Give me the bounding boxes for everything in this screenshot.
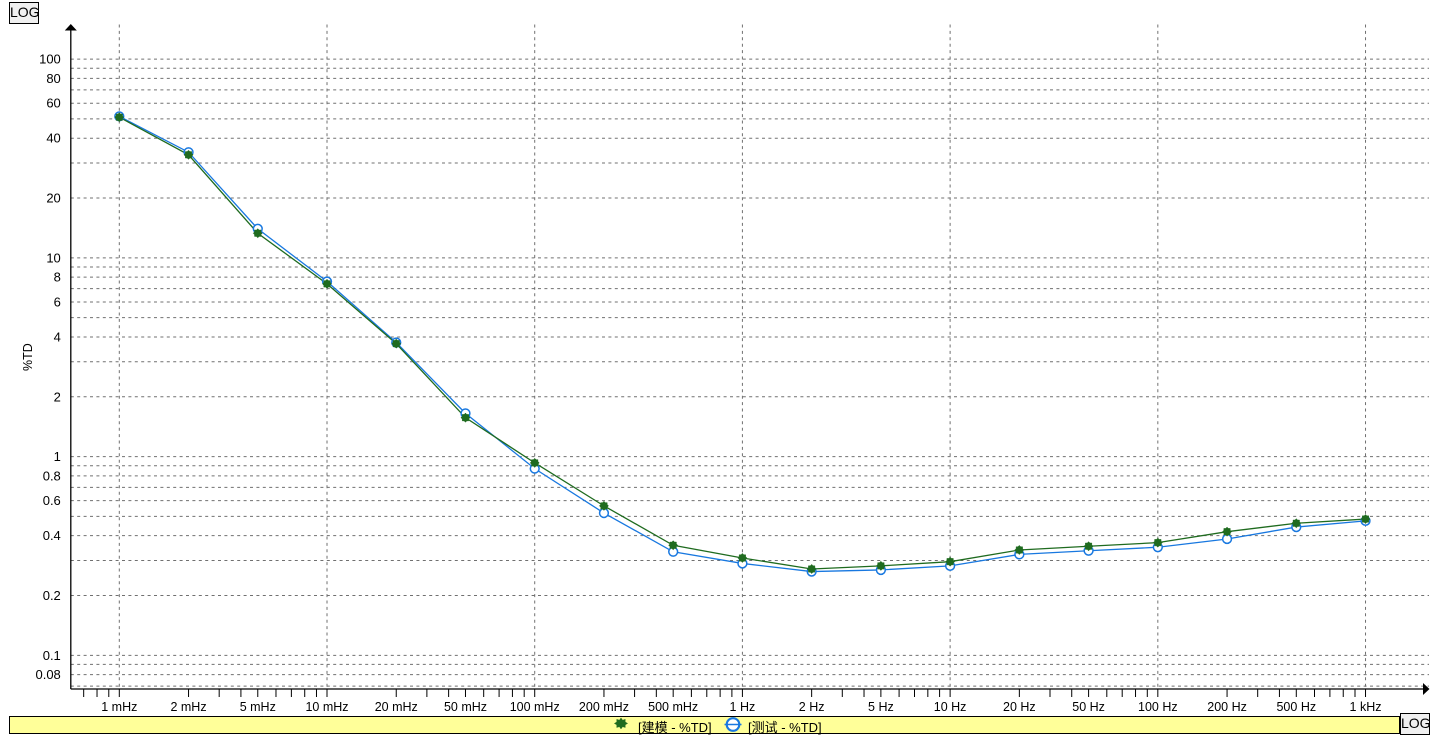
svg-text:0.8: 0.8 xyxy=(43,468,61,483)
svg-text:1 Hz: 1 Hz xyxy=(730,700,756,714)
svg-text:500 mHz: 500 mHz xyxy=(648,700,698,714)
svg-text:8: 8 xyxy=(54,270,61,285)
svg-text:1 mHz: 1 mHz xyxy=(101,700,137,714)
svg-text:20 mHz: 20 mHz xyxy=(375,700,418,714)
svg-text:0.4: 0.4 xyxy=(43,528,61,543)
svg-text:50 Hz: 50 Hz xyxy=(1072,700,1105,714)
svg-text:20: 20 xyxy=(46,191,60,206)
svg-text:0.1: 0.1 xyxy=(43,648,61,663)
svg-text:100 Hz: 100 Hz xyxy=(1138,700,1178,714)
svg-text:80: 80 xyxy=(46,71,60,86)
svg-text:10 Hz: 10 Hz xyxy=(934,700,967,714)
svg-text:5 Hz: 5 Hz xyxy=(868,700,894,714)
svg-text:20 Hz: 20 Hz xyxy=(1003,700,1036,714)
svg-text:40: 40 xyxy=(46,131,60,146)
svg-text:200 mHz: 200 mHz xyxy=(579,700,629,714)
svg-text:5 mHz: 5 mHz xyxy=(240,700,276,714)
svg-text:500 Hz: 500 Hz xyxy=(1276,700,1316,714)
svg-text:0.08: 0.08 xyxy=(35,667,60,682)
svg-text:10: 10 xyxy=(46,250,60,265)
svg-text:4: 4 xyxy=(54,329,61,344)
svg-text:100: 100 xyxy=(39,52,61,67)
svg-text:1: 1 xyxy=(54,449,61,464)
svg-text:6: 6 xyxy=(54,294,61,309)
svg-text:100 mHz: 100 mHz xyxy=(510,700,560,714)
svg-text:1 kHz: 1 kHz xyxy=(1350,700,1382,714)
svg-text:60: 60 xyxy=(46,96,60,111)
svg-text:50 mHz: 50 mHz xyxy=(444,700,487,714)
svg-text:0.6: 0.6 xyxy=(43,493,61,508)
svg-text:10 mHz: 10 mHz xyxy=(305,700,348,714)
svg-text:2 mHz: 2 mHz xyxy=(170,700,206,714)
svg-text:200 Hz: 200 Hz xyxy=(1207,700,1247,714)
svg-text:2 Hz: 2 Hz xyxy=(799,700,825,714)
svg-text:0.2: 0.2 xyxy=(43,588,61,603)
svg-text:2: 2 xyxy=(54,389,61,404)
